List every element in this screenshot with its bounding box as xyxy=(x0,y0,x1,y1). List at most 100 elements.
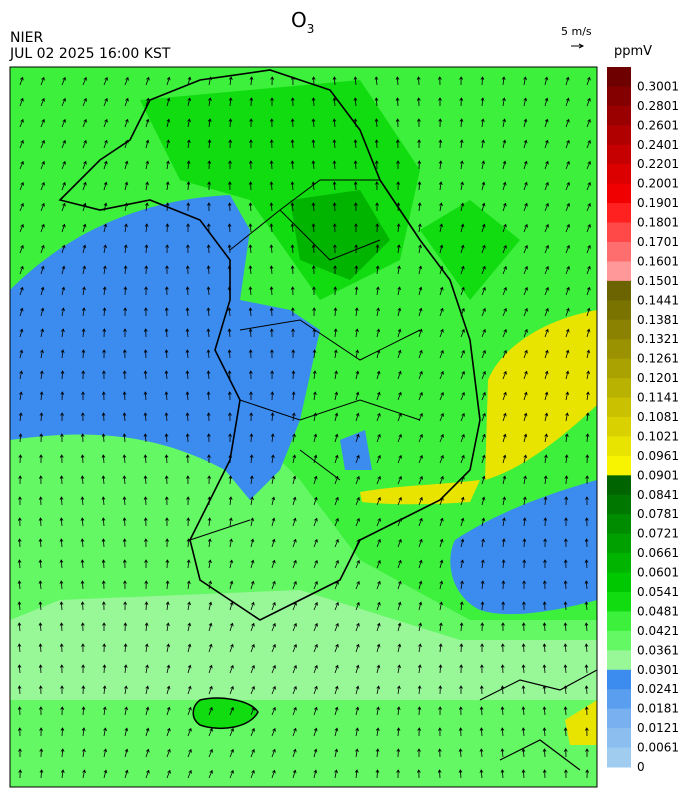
wind-arrow xyxy=(460,202,465,212)
wind-arrow xyxy=(501,76,506,86)
wind-arrow xyxy=(40,118,45,128)
wind-arrow xyxy=(375,244,380,254)
wind-arrow xyxy=(418,307,423,317)
wind-arrow xyxy=(460,370,465,380)
wind-arrow xyxy=(544,391,549,401)
wind-arrow xyxy=(227,370,232,380)
wind-arrow xyxy=(460,496,465,506)
wind-arrow xyxy=(523,433,528,443)
wind-arrow xyxy=(123,601,128,611)
colorbar-swatch xyxy=(607,319,631,340)
colorbar-swatch xyxy=(607,669,631,690)
wind-arrow xyxy=(292,685,297,695)
wind-arrow xyxy=(185,433,190,443)
wind-arrow xyxy=(438,643,443,653)
lighter-green-area xyxy=(10,590,597,700)
wind-arrow xyxy=(124,76,129,86)
wind-arrow xyxy=(271,622,276,632)
wind-arrow xyxy=(38,601,43,611)
wind-arrow xyxy=(544,265,549,275)
wind-arrow xyxy=(80,454,85,464)
wind-arrow xyxy=(164,370,169,380)
wind-arrow xyxy=(439,412,444,422)
wind-arrow xyxy=(19,265,24,275)
wind-arrow xyxy=(376,496,381,506)
wind-arrow xyxy=(39,727,43,737)
wind-arrow xyxy=(82,244,87,254)
wind-arrow xyxy=(124,727,129,737)
wind-arrow xyxy=(481,391,486,401)
wind-arrow xyxy=(17,643,22,653)
wind-arrow xyxy=(187,685,192,695)
wind-arrow xyxy=(544,433,548,443)
wind-arrow xyxy=(542,580,547,590)
wind-arrow xyxy=(563,643,568,653)
wind-arrow xyxy=(501,580,506,590)
colorbar-label: 0.1321 xyxy=(637,332,679,346)
wind-arrow xyxy=(82,76,87,86)
wind-arrow xyxy=(59,517,64,527)
wind-arrow xyxy=(502,160,507,170)
wind-arrow xyxy=(123,307,128,317)
wind-arrow xyxy=(521,727,526,737)
wind-arrow xyxy=(207,160,212,170)
wind-arrow xyxy=(208,706,213,716)
colorbar-swatch xyxy=(607,222,631,243)
wind-arrow xyxy=(544,370,549,380)
low-ozone-area xyxy=(450,480,597,615)
wind-arrow xyxy=(481,328,486,338)
wind-arrow xyxy=(124,223,128,233)
wind-arrow xyxy=(313,538,318,548)
wind-arrow xyxy=(227,391,232,401)
wind-arrow xyxy=(18,454,23,464)
wind-arrow xyxy=(355,643,360,653)
wind-arrow xyxy=(166,706,171,716)
wind-arrow xyxy=(229,517,233,527)
wind-arrow xyxy=(270,76,275,86)
wind-arrow xyxy=(39,454,43,464)
wind-arrow xyxy=(481,265,486,275)
wind-arrow xyxy=(38,559,43,569)
wind-arrow xyxy=(59,559,64,569)
wind-arrow xyxy=(544,160,549,170)
wind-arrow xyxy=(271,601,276,611)
wind-arrow xyxy=(313,664,318,674)
wind-arrow xyxy=(271,454,275,464)
wind-arrow xyxy=(376,349,381,359)
wind-arrow xyxy=(208,97,212,107)
wind-arrow xyxy=(332,76,337,86)
wind-arrow xyxy=(228,160,232,170)
wind-arrow xyxy=(17,622,22,632)
wind-arrow xyxy=(355,748,359,758)
wind-arrow xyxy=(522,580,526,590)
wind-arrow xyxy=(376,643,381,653)
wind-arrow xyxy=(458,706,463,716)
wind-arrow xyxy=(355,496,360,506)
wind-arrow xyxy=(355,727,359,737)
wind-arrow xyxy=(523,202,528,212)
wind-arrow xyxy=(124,748,129,758)
wind-arrow xyxy=(270,412,275,422)
colorbar-label: 0.0421 xyxy=(637,624,679,638)
wind-arrow xyxy=(479,727,484,737)
wind-arrow xyxy=(458,727,463,737)
wind-arrow xyxy=(565,370,570,380)
wind-arrow xyxy=(187,748,192,758)
wind-arrow xyxy=(584,727,589,737)
colorbar-label: 0.0661 xyxy=(637,546,679,560)
wind-arrow xyxy=(206,370,211,380)
wind-arrow xyxy=(481,538,485,548)
colorbar-label: 0.0241 xyxy=(637,682,679,696)
colorbar-swatch xyxy=(607,242,631,262)
wind-arrow xyxy=(207,475,212,485)
wind-arrow xyxy=(249,433,254,443)
wind-arrow xyxy=(19,370,23,380)
wind-arrow xyxy=(19,244,24,254)
wind-arrow xyxy=(397,643,402,653)
wind-arrow xyxy=(353,202,358,212)
wind-arrow xyxy=(249,391,253,401)
wind-arrow xyxy=(418,643,422,653)
wind-arrow xyxy=(61,286,66,296)
colorbar-label: 0.2601 xyxy=(637,118,679,132)
wind-arrow xyxy=(438,727,442,737)
